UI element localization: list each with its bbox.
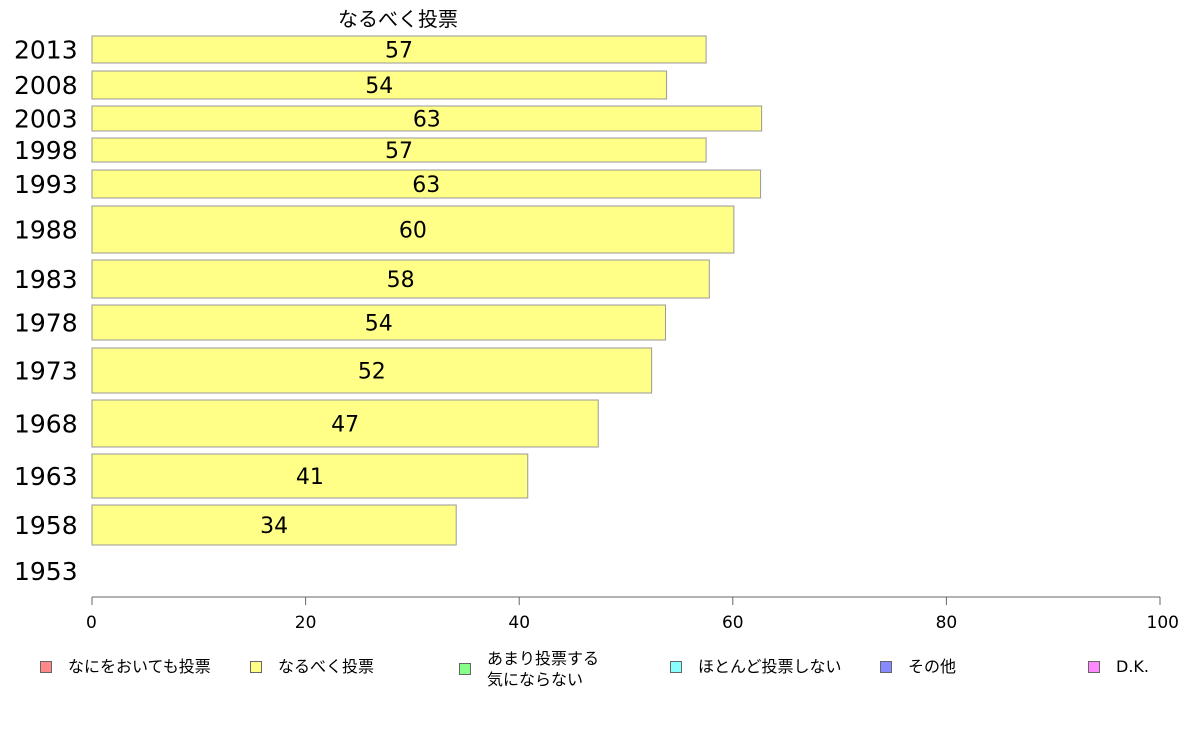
data-label-1983: 58 [387, 268, 415, 293]
legend-swatch [1088, 660, 1100, 673]
legend-label: ほとんど投票しない [698, 657, 842, 676]
year-label-2003: 2003 [14, 105, 78, 134]
year-label-1963: 1963 [14, 462, 78, 491]
bar-1993 [91, 169, 762, 199]
data-label-2008: 54 [365, 74, 393, 99]
chart-title: なるべく投票 [338, 7, 458, 31]
year-label-1983: 1983 [14, 265, 78, 294]
bar-1988 [91, 205, 735, 254]
legend-swatch [880, 660, 892, 673]
x-tick-label-0: 0 [86, 613, 97, 633]
legend: なにをおいても投票 なるべく投票 あまり投票する 気にならない ほとんど投票しない その… [0, 648, 1188, 698]
legend-swatch [250, 660, 262, 673]
legend-item-5: D.K. [1088, 656, 1149, 677]
year-label-2008: 2008 [14, 71, 78, 100]
data-label-1978: 54 [365, 312, 393, 337]
bar-2003 [91, 105, 763, 132]
legend-item-0: なにをおいても投票 [40, 656, 211, 677]
year-label-1953: 1953 [14, 557, 78, 586]
legend-item-1: なるべく投票 [250, 656, 374, 677]
x-tick-label-80: 80 [936, 613, 958, 633]
x-tick-label-100: 100 [1147, 613, 1179, 633]
data-label-1998: 57 [385, 139, 413, 164]
bar-1978 [91, 304, 667, 341]
year-label-1978: 1978 [14, 309, 78, 338]
year-label-1973: 1973 [14, 357, 78, 386]
year-label-2013: 2013 [14, 36, 78, 65]
data-label-1973: 52 [358, 360, 386, 385]
year-label-1993: 1993 [14, 170, 78, 199]
year-label-1988: 1988 [14, 216, 78, 245]
data-label-1963: 41 [296, 465, 324, 490]
legend-item-2: あまり投票する 気にならない [459, 648, 599, 690]
bar-1983 [91, 259, 710, 299]
legend-item-4: その他 [880, 656, 956, 677]
legend-label: D.K. [1116, 657, 1149, 676]
x-tick-label-40: 40 [508, 613, 530, 633]
bar-1973 [91, 347, 653, 394]
legend-item-3: ほとんど投票しない [670, 656, 842, 677]
bar-1958 [91, 504, 457, 546]
data-label-1993: 63 [412, 173, 440, 198]
bar-1963 [91, 453, 529, 499]
legend-label: なにをおいても投票 [68, 657, 211, 676]
bar-2013 [91, 35, 707, 64]
data-label-1968: 47 [331, 413, 359, 438]
legend-swatch [459, 663, 471, 675]
x-tick-label-60: 60 [722, 613, 744, 633]
legend-label: なるべく投票 [278, 657, 375, 676]
x-tick-label-20: 20 [295, 613, 317, 633]
legend-swatch [670, 660, 682, 673]
bar-1968 [91, 399, 599, 448]
data-label-2003: 63 [413, 108, 441, 133]
x-axis: 0 20 40 60 80 100 [86, 596, 1179, 633]
year-label-1958: 1958 [14, 511, 78, 540]
legend-label: あまり投票する 気にならない [487, 649, 600, 689]
legend-label: その他 [908, 657, 957, 676]
year-label-1998: 1998 [14, 136, 78, 165]
data-label-1988: 60 [399, 219, 427, 244]
data-label-2013: 57 [385, 39, 413, 64]
bar-2008 [91, 70, 668, 100]
data-label-1958: 34 [260, 514, 288, 539]
bar-1998 [91, 137, 707, 163]
year-label-1968: 1968 [14, 410, 78, 439]
legend-swatch [40, 660, 52, 673]
